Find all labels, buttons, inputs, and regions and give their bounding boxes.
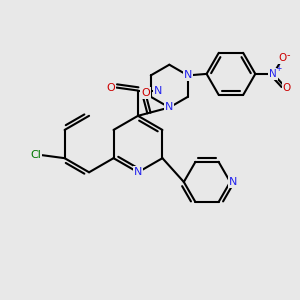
Text: N: N xyxy=(269,69,277,79)
Text: -: - xyxy=(287,50,290,60)
Text: N: N xyxy=(134,167,142,177)
Text: N: N xyxy=(165,103,173,112)
Text: Cl: Cl xyxy=(30,150,41,160)
Text: O: O xyxy=(282,83,291,93)
Text: N: N xyxy=(154,85,162,96)
Text: N: N xyxy=(184,70,192,80)
Text: O: O xyxy=(107,82,116,93)
Text: O: O xyxy=(141,88,150,98)
Text: +: + xyxy=(275,64,282,73)
Text: O: O xyxy=(278,53,287,64)
Text: N: N xyxy=(229,177,237,187)
